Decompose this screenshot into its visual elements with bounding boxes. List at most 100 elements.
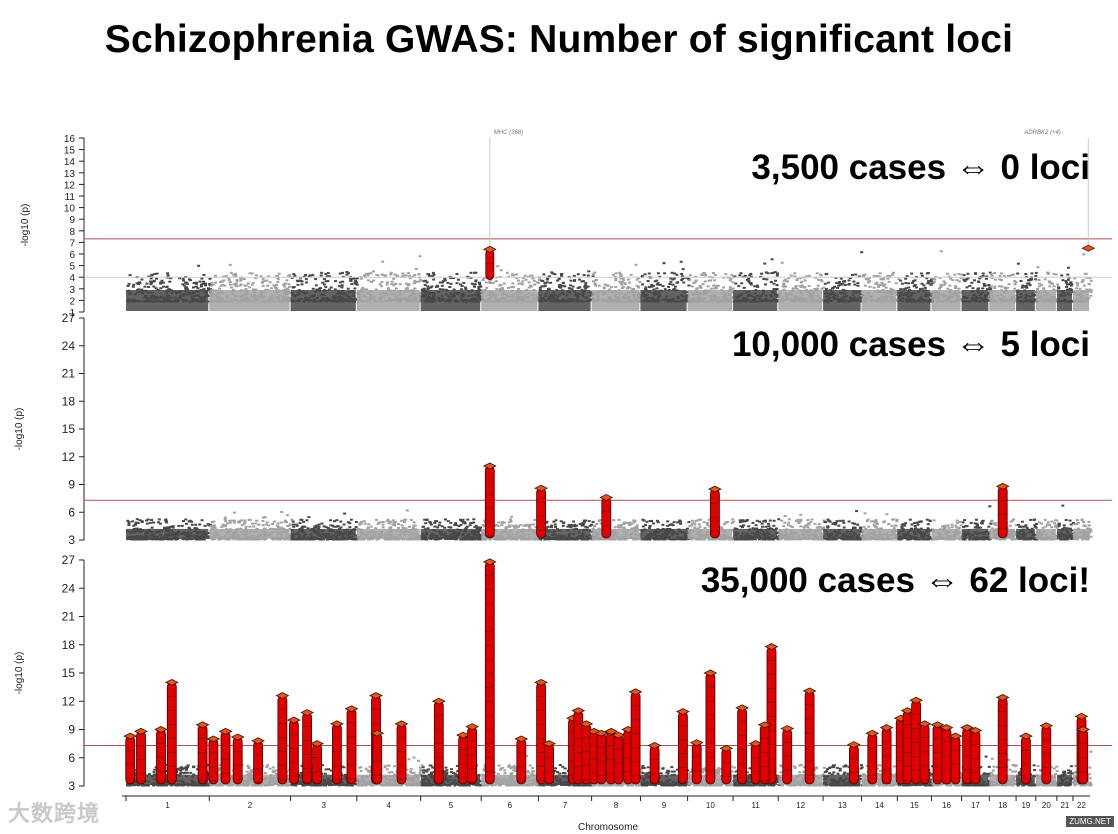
significant-peak: [599, 494, 614, 539]
panel-2: 3 6 9 12 15 18 21 24 27 -log10 (p): [14, 311, 1112, 547]
y-tick-label: 21: [62, 367, 76, 381]
y-tick-label: 7: [69, 238, 75, 249]
chromosome-8-points: [591, 263, 644, 311]
y-tick-label: 27: [62, 553, 76, 567]
significant-peak: [917, 720, 932, 785]
significant-peak: [482, 462, 497, 539]
significant-peak: [123, 732, 138, 785]
y-tick-label: 21: [62, 610, 76, 624]
x-tick-label: 6: [508, 801, 513, 810]
panel-1-label: 3,500 cases ⇔ 0 loci: [751, 148, 1090, 187]
y-tick-label: 16: [64, 134, 76, 145]
x-tick-label: 20: [1042, 801, 1051, 810]
significant-peak: [948, 732, 963, 785]
peak-bar: [166, 682, 177, 785]
x-tick-label: 18: [998, 801, 1007, 810]
significant-peak: [300, 709, 315, 785]
y-tick-label: 12: [64, 180, 76, 191]
x-tick-label: 4: [387, 801, 392, 810]
lead-snp-diamond: [431, 697, 446, 705]
lead-snp-diamond: [206, 735, 221, 743]
chromosome-20-points: [1035, 266, 1060, 311]
significant-peak: [1019, 732, 1033, 785]
chromosome-7-points: [538, 519, 595, 541]
x-tick-label: 21: [1060, 801, 1069, 810]
significant-peak: [846, 741, 861, 785]
lead-snp-diamond: [865, 729, 880, 737]
peak-bar: [613, 734, 624, 785]
chromosome-18-points: [989, 272, 1019, 311]
significant-peak: [647, 742, 662, 785]
lead-snp-diamond: [1081, 244, 1096, 252]
peak-bar: [372, 732, 383, 785]
x-tick-label: 2: [248, 801, 253, 810]
significant-peak: [482, 245, 497, 280]
x-tick-label: 3: [321, 801, 326, 810]
lead-snp-diamond: [164, 678, 179, 686]
x-tick-label: 12: [796, 801, 805, 810]
x-tick-label: 7: [563, 801, 568, 810]
peak-bar: [737, 707, 747, 785]
lead-snp-diamond: [628, 688, 643, 696]
chromosome-4-points: [356, 756, 424, 787]
lead-snp-diamond: [948, 732, 963, 740]
y-tick-label: 12: [62, 694, 76, 708]
peak-bar: [997, 697, 1008, 785]
chromosome-15-points: [897, 518, 935, 541]
significant-peak: [344, 705, 359, 785]
lead-snp-diamond: [708, 485, 722, 493]
chromosome-11-points: [733, 258, 781, 311]
lead-snp-diamond: [917, 720, 932, 728]
chromosome-17-points: [961, 505, 993, 541]
lead-snp-diamond: [482, 558, 497, 566]
significant-peak: [1076, 726, 1091, 785]
peak-bar: [484, 561, 495, 785]
lead-snp-diamond: [275, 692, 290, 700]
peak-bar: [919, 723, 930, 785]
lead-snp-diamond: [310, 740, 324, 748]
significant-peak: [394, 720, 409, 785]
peak-bar: [516, 738, 527, 785]
lead-snp-diamond: [370, 729, 385, 737]
significant-peak: [514, 735, 529, 785]
y-axis-label: -log10 (p): [14, 652, 25, 695]
chromosome-3-points: [290, 512, 359, 541]
chromosome-13-points: [823, 510, 865, 541]
significant-peak: [689, 739, 704, 785]
peak-bar: [596, 732, 607, 785]
significant-peak: [218, 727, 233, 785]
peak-bar: [458, 734, 469, 785]
chromosome-17-points: [961, 271, 993, 311]
chromosome-1-points: [126, 518, 213, 541]
peak-bar: [1078, 729, 1089, 785]
lead-snp-diamond: [369, 692, 383, 700]
lead-snp-diamond: [1074, 712, 1089, 720]
lead-snp-diamond: [846, 741, 861, 749]
y-tick-label: 15: [62, 666, 76, 680]
lead-snp-diamond: [218, 727, 233, 735]
y-tick-label: 3: [68, 533, 75, 547]
significant-peak: [865, 729, 880, 785]
chromosome-21-points: [1056, 266, 1076, 311]
y-tick-label: 2: [69, 296, 75, 307]
peak-bar: [710, 488, 720, 539]
y-tick-label: 18: [62, 394, 76, 408]
peak-bar: [302, 712, 313, 785]
x-tick-label: 5: [449, 801, 454, 810]
y-tick-label: 6: [68, 505, 75, 519]
peak-bar: [902, 710, 913, 785]
y-tick-label: 3: [68, 779, 75, 793]
chromosome-7-points: [538, 270, 595, 311]
significant-peak: [757, 721, 772, 785]
chromosome-22-points: [1072, 518, 1093, 541]
lead-snp-diamond: [134, 727, 148, 735]
significant-peak: [960, 724, 975, 785]
significant-peak: [780, 725, 795, 785]
chromosome-16-points: [931, 250, 965, 311]
peak-bar: [208, 738, 219, 785]
lead-snp-diamond: [1039, 722, 1054, 730]
significant-peak: [939, 724, 954, 785]
chromosome-21-points: [1056, 504, 1075, 541]
significant-peak: [534, 678, 548, 785]
y-tick-label: 12: [62, 450, 76, 464]
